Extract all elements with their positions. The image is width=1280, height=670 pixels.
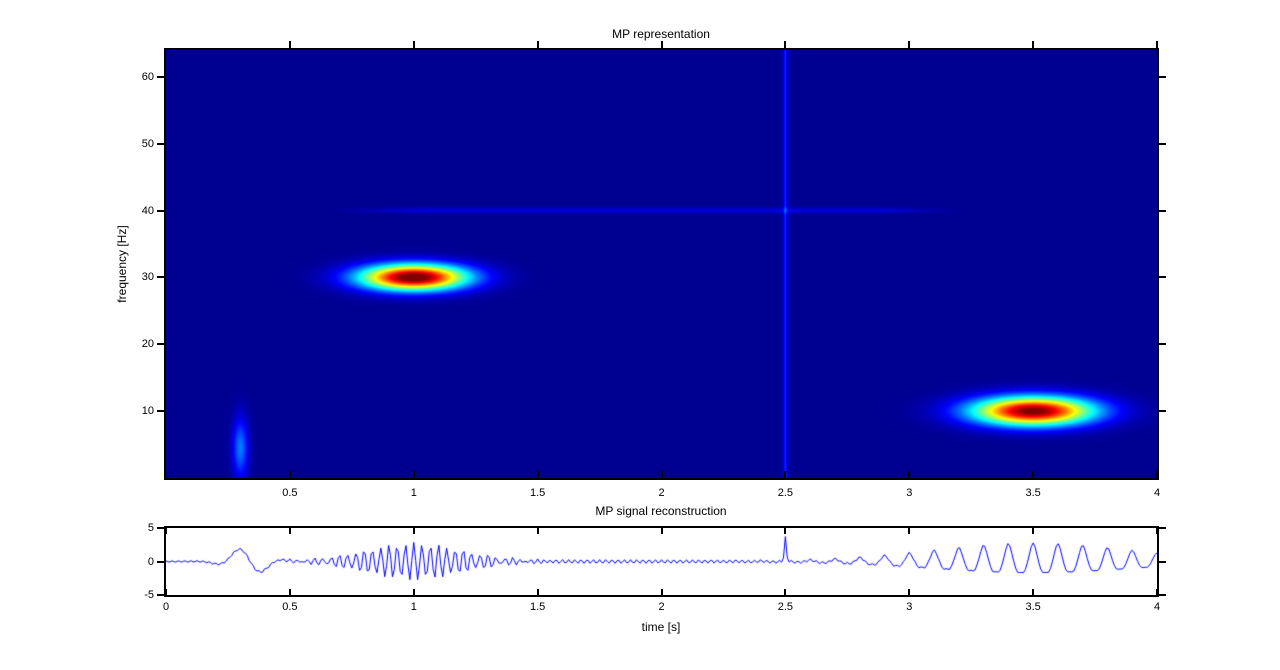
x-tick (784, 41, 787, 48)
x-tick-label: 1 (410, 487, 417, 499)
x-tick-label: 0 (162, 601, 170, 613)
x-tick-label: 4 (1153, 601, 1161, 613)
y-tick (157, 527, 164, 529)
y-tick (1159, 142, 1166, 145)
x-tick-label: 3.5 (1025, 601, 1041, 613)
x-tick (165, 589, 167, 595)
x-tick-label: 0.5 (282, 601, 298, 613)
x-tick (908, 528, 911, 534)
x-tick (536, 528, 539, 534)
x-tick (660, 528, 663, 534)
x-tick (908, 41, 911, 48)
y-tick (157, 343, 164, 346)
x-tick (660, 41, 663, 48)
x-tick-label: 1.5 (529, 487, 546, 499)
time-frequency-heatmap (166, 50, 1157, 478)
x-tick (908, 471, 911, 478)
x-tick (784, 471, 787, 478)
x-tick (412, 471, 415, 478)
y-tick-label: 0 (147, 555, 154, 568)
y-tick (157, 276, 164, 279)
y-tick (157, 209, 164, 212)
x-tick-label: 2 (658, 487, 665, 499)
x-tick (660, 589, 663, 595)
x-tick-label: 1 (410, 601, 417, 613)
x-tick-label: 0.5 (282, 487, 298, 499)
x-tick (536, 471, 539, 478)
x-tick (908, 589, 911, 595)
signal-waveform (166, 528, 1157, 595)
x-tick-label: 1.5 (529, 601, 546, 613)
x-tick (1032, 471, 1035, 478)
x-tick (1156, 528, 1158, 534)
y-tick-label: 60 (141, 70, 154, 83)
x-tick (784, 528, 787, 534)
x-tick (165, 528, 167, 534)
y-tick (1159, 343, 1166, 346)
x-tick (288, 589, 291, 595)
y-tick (1159, 276, 1166, 279)
bottom-plot-xlabel: time [s] (641, 620, 681, 634)
x-tick (1032, 41, 1035, 48)
x-tick-label: 3 (906, 601, 913, 613)
mp-signal-plot (164, 526, 1159, 597)
x-tick (412, 589, 415, 595)
x-tick (1156, 471, 1158, 478)
y-tick-label: 5 (147, 522, 154, 534)
x-tick (1032, 589, 1035, 595)
x-tick (660, 471, 663, 478)
y-tick (157, 560, 164, 563)
top-plot-ylabel: frequency [Hz] (115, 225, 129, 303)
y-tick (1159, 75, 1166, 78)
y-tick-label: 20 (141, 338, 154, 351)
y-tick (1159, 594, 1166, 596)
y-tick (157, 75, 164, 78)
mp-representation-plot (164, 48, 1159, 480)
x-tick (288, 471, 291, 478)
x-tick-label: 4 (1153, 487, 1161, 499)
x-tick (1156, 41, 1158, 48)
x-tick-label: 2.5 (777, 601, 794, 613)
x-tick (1032, 528, 1035, 534)
x-tick (288, 528, 291, 534)
x-tick (412, 41, 415, 48)
x-tick (412, 528, 415, 534)
y-tick-label: 10 (141, 405, 154, 418)
y-tick (1159, 410, 1166, 413)
x-tick (784, 589, 787, 595)
top-plot-title: MP representation (612, 27, 710, 41)
x-tick (536, 589, 539, 595)
x-tick (1156, 589, 1158, 595)
y-tick (1159, 209, 1166, 212)
x-tick (536, 41, 539, 48)
bottom-plot-title: MP signal reconstruction (595, 504, 727, 518)
y-tick (1159, 527, 1166, 529)
x-tick-label: 3.5 (1025, 487, 1041, 499)
x-tick-label: 2 (658, 601, 665, 613)
y-tick-label: 50 (141, 137, 154, 150)
x-tick-label: 3 (906, 487, 913, 499)
y-tick (1159, 560, 1166, 563)
x-tick-label: 2.5 (777, 487, 794, 499)
y-tick (157, 142, 164, 145)
y-tick (157, 594, 164, 596)
x-tick (288, 41, 291, 48)
y-tick-label: 30 (141, 271, 154, 284)
y-tick-label: -5 (144, 589, 154, 601)
y-tick-label: 40 (141, 204, 154, 217)
y-tick (157, 410, 164, 413)
